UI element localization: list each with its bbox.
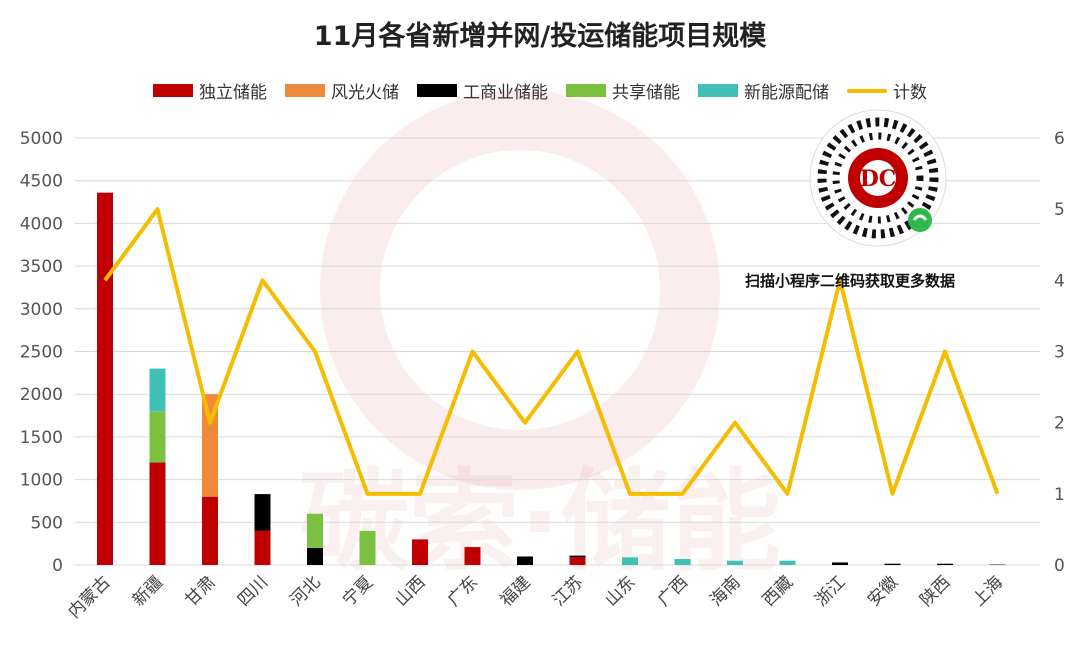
y2-tick-label: 0 — [1054, 556, 1065, 576]
bar-独立储能 — [202, 496, 218, 565]
legend-label: 风光火储 — [331, 83, 399, 103]
bar-独立储能 — [254, 530, 271, 565]
x-tick-label: 内蒙古 — [64, 572, 114, 622]
legend-swatch — [285, 84, 325, 97]
watermark-logo — [320, 90, 720, 490]
line-series-count — [103, 207, 1000, 496]
qr-code-icon[interactable]: DC — [808, 108, 948, 248]
bar-工商业储能 — [254, 494, 271, 531]
y2-tick-label: 4 — [1054, 271, 1065, 291]
x-tick-label: 浙江 — [811, 572, 849, 610]
legend-item[interactable]: 风光火储 — [285, 78, 399, 103]
x-tick-label: 甘肃 — [181, 572, 219, 610]
legend-swatch — [417, 84, 457, 97]
y2-tick-label: 3 — [1054, 343, 1065, 363]
bar-共享储能 — [359, 530, 376, 565]
legend-swatch — [847, 88, 887, 93]
legend-item[interactable]: 新能源配储 — [698, 78, 829, 103]
bar-新能源配储 — [779, 560, 796, 565]
y-tick-label: 1000 — [20, 471, 63, 491]
qr-logo: DC — [860, 166, 897, 192]
bar-独立储能 — [412, 539, 428, 565]
y-tick-label: 2500 — [20, 343, 63, 363]
qr-scan-caption: 扫描小程序二维码获取更多数据 — [745, 272, 956, 290]
legend-item[interactable]: 计数 — [847, 78, 927, 103]
bar-新能源配储 — [622, 557, 638, 565]
chart-title: 11月各省新增并网/投运储能项目规模 — [313, 21, 767, 52]
bar-独立储能 — [97, 192, 113, 565]
bar-工商业储能 — [307, 547, 323, 565]
legend-label: 工商业储能 — [463, 83, 548, 103]
legend-swatch — [153, 84, 193, 97]
bar-新能源配储 — [149, 368, 166, 412]
y-tick-label: 3000 — [20, 300, 63, 320]
legend-swatch — [698, 84, 738, 97]
bar-风光火储 — [202, 394, 218, 497]
bar-工商业储能 — [569, 555, 586, 558]
y-tick-label: 3500 — [20, 257, 63, 277]
bar-工商业储能 — [884, 563, 901, 565]
bar-工商业储能 — [832, 562, 848, 565]
y2-tick-label: 2 — [1054, 414, 1065, 434]
chart-legend: 独立储能 风光火储 工商业储能 共享储能 新能源配储 计数 — [0, 78, 1080, 103]
legend-label: 计数 — [893, 83, 927, 103]
legend-label: 共享储能 — [612, 83, 680, 103]
y2-tick-label: 6 — [1054, 129, 1065, 149]
y-tick-label: 4500 — [20, 172, 63, 192]
legend-swatch — [566, 84, 606, 97]
legend-item[interactable]: 工商业储能 — [417, 78, 548, 103]
bar-共享储能 — [307, 513, 323, 548]
y2-tick-label: 1 — [1054, 485, 1065, 505]
y2-tick-label: 5 — [1054, 200, 1065, 220]
bar-独立储能 — [464, 547, 481, 565]
x-tick-label: 上海 — [969, 572, 1007, 610]
bar-工商业储能 — [937, 563, 953, 565]
bar-独立储能 — [149, 462, 166, 565]
y-tick-label: 1500 — [20, 428, 63, 448]
y-tick-label: 5000 — [20, 129, 63, 149]
bar-新能源配储 — [674, 559, 691, 565]
bar-工商业储能 — [517, 556, 533, 565]
legend-item[interactable]: 共享储能 — [566, 78, 680, 103]
legend-item[interactable]: 独立储能 — [153, 78, 267, 103]
x-tick-label: 四川 — [234, 572, 272, 610]
bar-共享储能 — [149, 411, 166, 463]
y-tick-label: 0 — [52, 556, 63, 576]
legend-label: 独立储能 — [199, 83, 267, 103]
bar-独立储能 — [569, 557, 586, 565]
x-tick-label: 陕西 — [916, 572, 954, 610]
x-tick-label: 安徽 — [864, 572, 902, 610]
y-tick-label: 500 — [31, 513, 63, 533]
legend-label: 新能源配储 — [744, 83, 829, 103]
bar-新能源配储 — [727, 560, 743, 565]
x-tick-label: 新疆 — [129, 572, 167, 610]
y-tick-label: 2000 — [20, 385, 63, 405]
y-tick-label: 4000 — [20, 214, 63, 234]
